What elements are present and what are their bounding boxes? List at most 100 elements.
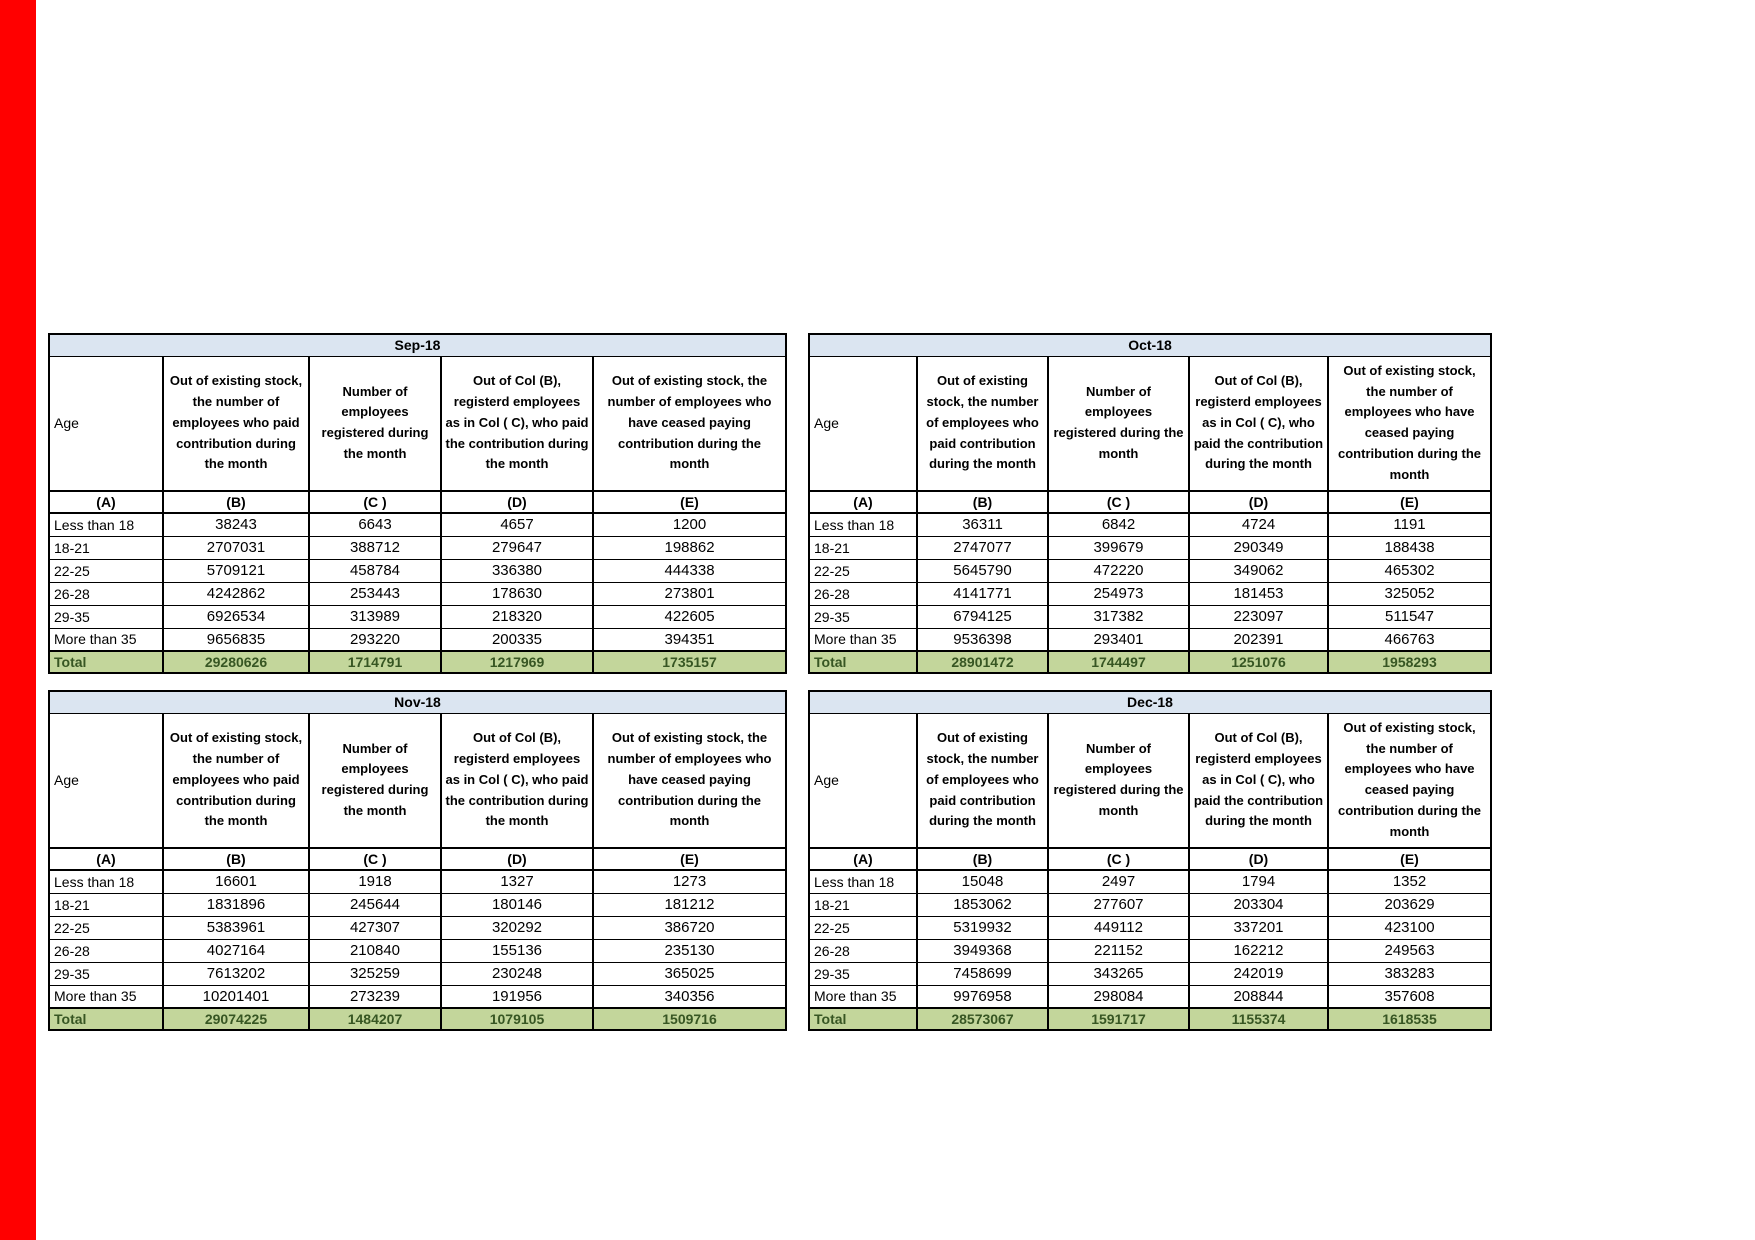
value-cell: 5319932 (916, 915, 1049, 940)
month-table-sep-18: Sep-18 Age Out of existing stock, the numb… (47, 333, 788, 674)
value-cell: 325259 (308, 961, 442, 986)
col-b-header: Out of existing stock, the number of emp… (162, 712, 310, 849)
table-row: 22-25 5383961 427307 320292 386720 (48, 915, 788, 940)
value-cell: 293401 (1047, 627, 1190, 652)
value-cell: 230248 (440, 961, 594, 986)
value-cell: 465302 (1326, 558, 1493, 583)
value-cell: 9536398 (916, 627, 1049, 652)
value-cell: 5645790 (916, 558, 1049, 583)
value-cell: 4027164 (162, 938, 310, 963)
total-value: 29280626 (162, 650, 310, 674)
col-b-header: Out of existing stock, the number of emp… (916, 712, 1049, 849)
total-label: Total (808, 1007, 918, 1031)
header-row: Age Out of existing stock, the number of … (48, 712, 788, 849)
total-row: Total 29280626 1714791 1217969 1735157 (48, 650, 788, 674)
value-cell: 15048 (916, 869, 1049, 894)
age-header: Age (808, 712, 918, 849)
table-row: More than 35 9536398 293401 202391 466763 (808, 627, 1493, 652)
value-cell: 298084 (1047, 984, 1190, 1009)
total-value: 1155374 (1188, 1007, 1329, 1031)
value-cell: 422605 (591, 604, 788, 629)
total-value: 1484207 (308, 1007, 442, 1031)
column-letters-row: (A) (B) (C ) (D) (E) (48, 847, 788, 871)
age-cell: 22-25 (48, 558, 164, 583)
total-value: 29074225 (162, 1007, 310, 1031)
col-e-header: Out of existing stock, the number of emp… (1326, 355, 1493, 492)
table-row: 18-21 2707031 388712 279647 198862 (48, 535, 788, 560)
total-value: 1618535 (1326, 1007, 1493, 1031)
col-letter: (A) (48, 847, 164, 871)
age-header: Age (48, 355, 164, 492)
month-title-row: Oct-18 (807, 333, 1493, 357)
table-row: Less than 18 38243 6643 4657 1200 (48, 512, 788, 537)
month-title-row: Nov-18 (47, 690, 788, 714)
table-row: 22-25 5319932 449112 337201 423100 (808, 915, 1493, 940)
value-cell: 249563 (1326, 938, 1493, 963)
total-value: 28901472 (916, 650, 1049, 674)
total-value: 1744497 (1047, 650, 1190, 674)
table-row: 22-25 5709121 458784 336380 444338 (48, 558, 788, 583)
age-cell: 18-21 (808, 535, 918, 560)
value-cell: 253443 (308, 581, 442, 606)
value-cell: 218320 (440, 604, 594, 629)
value-cell: 5383961 (162, 915, 310, 940)
age-cell: More than 35 (808, 984, 918, 1009)
age-cell: 26-28 (808, 938, 918, 963)
col-letter: (A) (808, 847, 918, 871)
value-cell: 181212 (591, 892, 788, 917)
value-cell: 423100 (1326, 915, 1493, 940)
value-cell: 511547 (1326, 604, 1493, 629)
table-row: 29-35 7458699 343265 242019 383283 (808, 961, 1493, 986)
value-cell: 349062 (1188, 558, 1329, 583)
value-cell: 245644 (308, 892, 442, 917)
age-cell: 18-21 (48, 892, 164, 917)
total-row: Total 28901472 1744497 1251076 1958293 (808, 650, 1493, 674)
value-cell: 472220 (1047, 558, 1190, 583)
age-header: Age (48, 712, 164, 849)
value-cell: 4724 (1188, 512, 1329, 537)
table-row: 26-28 4141771 254973 181453 325052 (808, 581, 1493, 606)
value-cell: 1831896 (162, 892, 310, 917)
age-cell: 22-25 (808, 558, 918, 583)
value-cell: 6794125 (916, 604, 1049, 629)
col-letter: (A) (808, 490, 918, 514)
value-cell: 208844 (1188, 984, 1329, 1009)
col-letter: (E) (1326, 847, 1493, 871)
value-cell: 6926534 (162, 604, 310, 629)
col-c-header: Number of employees registered during th… (1047, 355, 1190, 492)
age-cell: Less than 18 (808, 869, 918, 894)
value-cell: 449112 (1047, 915, 1190, 940)
age-cell: 26-28 (48, 938, 164, 963)
value-cell: 202391 (1188, 627, 1329, 652)
column-letters-row: (A) (B) (C ) (D) (E) (808, 847, 1493, 871)
col-e-header: Out of existing stock, the number of emp… (1326, 712, 1493, 849)
age-cell: 22-25 (808, 915, 918, 940)
col-letter: (D) (440, 490, 594, 514)
age-cell: 18-21 (48, 535, 164, 560)
month-table-oct-18: Oct-18 Age Out of existing stock, the numb… (807, 333, 1493, 674)
month-title-row: Sep-18 (47, 333, 788, 357)
value-cell: 279647 (440, 535, 594, 560)
header-row: Age Out of existing stock, the number of … (48, 355, 788, 492)
value-cell: 203304 (1188, 892, 1329, 917)
value-cell: 273801 (591, 581, 788, 606)
value-cell: 357608 (1326, 984, 1493, 1009)
left-red-strip (0, 0, 36, 1240)
col-letter: (E) (1326, 490, 1493, 514)
value-cell: 317382 (1047, 604, 1190, 629)
value-cell: 399679 (1047, 535, 1190, 560)
month-title: Sep-18 (47, 333, 788, 357)
table-row: Less than 18 15048 2497 1794 1352 (808, 869, 1493, 894)
column-letters-row: (A) (B) (C ) (D) (E) (48, 490, 788, 514)
value-cell: 10201401 (162, 984, 310, 1009)
header-row: Age Out of existing stock, the number of … (808, 355, 1493, 492)
value-cell: 336380 (440, 558, 594, 583)
total-value: 1251076 (1188, 650, 1329, 674)
value-cell: 6842 (1047, 512, 1190, 537)
total-value: 1509716 (591, 1007, 788, 1031)
value-cell: 16601 (162, 869, 310, 894)
value-cell: 5709121 (162, 558, 310, 583)
age-cell: 22-25 (48, 915, 164, 940)
value-cell: 198862 (591, 535, 788, 560)
age-cell: 29-35 (808, 961, 918, 986)
